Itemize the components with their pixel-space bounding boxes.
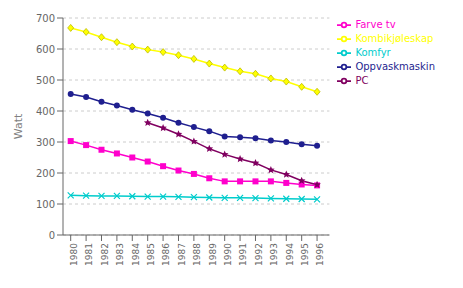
- svg-text:300: 300: [36, 137, 55, 148]
- html-text:PC: PC: [355, 75, 369, 86]
- svg-text:1984: 1984: [131, 243, 141, 266]
- svg-text:1994: 1994: [285, 243, 295, 266]
- html-text:Oppvaskmaskin: Oppvaskmaskin: [355, 61, 435, 72]
- svg-text:200: 200: [36, 168, 55, 179]
- svg-text:600: 600: [36, 44, 55, 55]
- svg-text:1983: 1983: [115, 243, 125, 266]
- svg-text:Watt: Watt: [12, 113, 25, 139]
- svg-text:1982: 1982: [100, 243, 110, 266]
- svg-text:1993: 1993: [269, 243, 279, 266]
- svg-text:1995: 1995: [300, 243, 310, 266]
- svg-text:1981: 1981: [84, 243, 94, 266]
- svg-text:500: 500: [36, 75, 55, 86]
- svg-text:1986: 1986: [161, 243, 171, 266]
- svg-text:400: 400: [36, 106, 55, 117]
- svg-text:1991: 1991: [238, 243, 248, 266]
- svg-text:1992: 1992: [254, 243, 264, 266]
- svg-text:1985: 1985: [146, 243, 156, 266]
- svg-text:1996: 1996: [315, 243, 325, 266]
- svg-text:1990: 1990: [223, 243, 233, 266]
- html-text:Komfyr: Komfyr: [355, 47, 391, 58]
- html-text:Farve tv: Farve tv: [355, 19, 396, 30]
- svg-text:1988: 1988: [192, 243, 202, 266]
- svg-text:100: 100: [36, 199, 55, 210]
- html-text:Kombikjøleskap: Kombikjøleskap: [355, 33, 434, 44]
- svg-text:1987: 1987: [177, 243, 187, 266]
- svg-text:1980: 1980: [69, 243, 79, 266]
- svg-text:0: 0: [49, 230, 55, 241]
- svg-text:700: 700: [36, 13, 55, 24]
- svg-text:1989: 1989: [208, 243, 218, 266]
